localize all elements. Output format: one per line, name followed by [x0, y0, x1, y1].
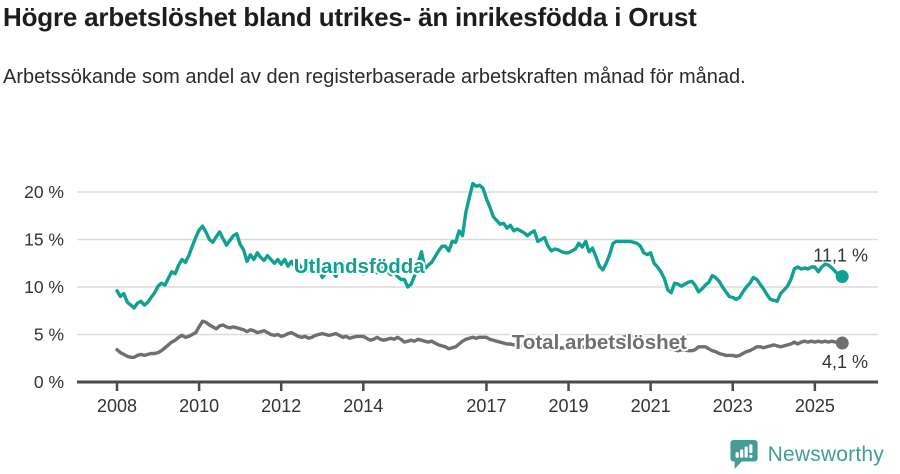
- y-axis-label-0: 0 %: [34, 372, 64, 392]
- x-axis-label-2017: 2017: [466, 396, 506, 416]
- newsworthy-bubble-barchart-icon: [730, 439, 758, 470]
- newsworthy-logo: Newsworthy: [729, 438, 884, 471]
- x-axis-label-2014: 2014: [343, 396, 383, 416]
- bar-large: [744, 446, 748, 458]
- chart-subtitle: Arbetssökande som andel av den registerb…: [3, 66, 746, 88]
- y-axis-label-5: 5 %: [34, 325, 64, 345]
- bubble-shape: [730, 439, 758, 470]
- exclamation-bar: [748, 444, 753, 454]
- brand-name: Newsworthy: [767, 442, 884, 466]
- bar-small: [735, 452, 739, 458]
- x-axis-label-2008: 2008: [97, 396, 137, 416]
- x-axis-label-2021: 2021: [631, 396, 671, 416]
- x-axis-label-2023: 2023: [713, 396, 753, 416]
- y-axis-label-10: 10 %: [24, 277, 64, 297]
- x-axis-label-2010: 2010: [179, 396, 219, 416]
- y-axis-label-15: 15 %: [24, 230, 64, 250]
- x-axis-label-2019: 2019: [549, 396, 589, 416]
- end-value-label-total: 4,1 %: [822, 352, 868, 372]
- x-axis-label-2012: 2012: [261, 396, 301, 416]
- line-chart: 0 % 5 % 10 % 15 % 20 % 2008 2010 2012 2014 2017 20…: [24, 181, 878, 416]
- series-line-total: [115, 319, 844, 360]
- exclamation-dot: [748, 454, 753, 458]
- y-axis-label-20: 20 %: [24, 182, 64, 202]
- bar-medium: [739, 449, 743, 458]
- chart-title: Högre arbetslöshet bland utrikes- än inr…: [3, 2, 697, 32]
- end-value-label-utlandsfodda: 11,1 %: [813, 246, 868, 266]
- end-dot-total: [835, 336, 849, 350]
- series-label-utlandsfodda: Utlandsfödda: [294, 255, 426, 278]
- x-axis-label-2025: 2025: [795, 396, 835, 416]
- series-label-total: Total arbetslöshet: [512, 331, 687, 354]
- end-dot-utlandsfodda: [835, 270, 849, 284]
- series-line-utlandsfodda: [115, 181, 844, 310]
